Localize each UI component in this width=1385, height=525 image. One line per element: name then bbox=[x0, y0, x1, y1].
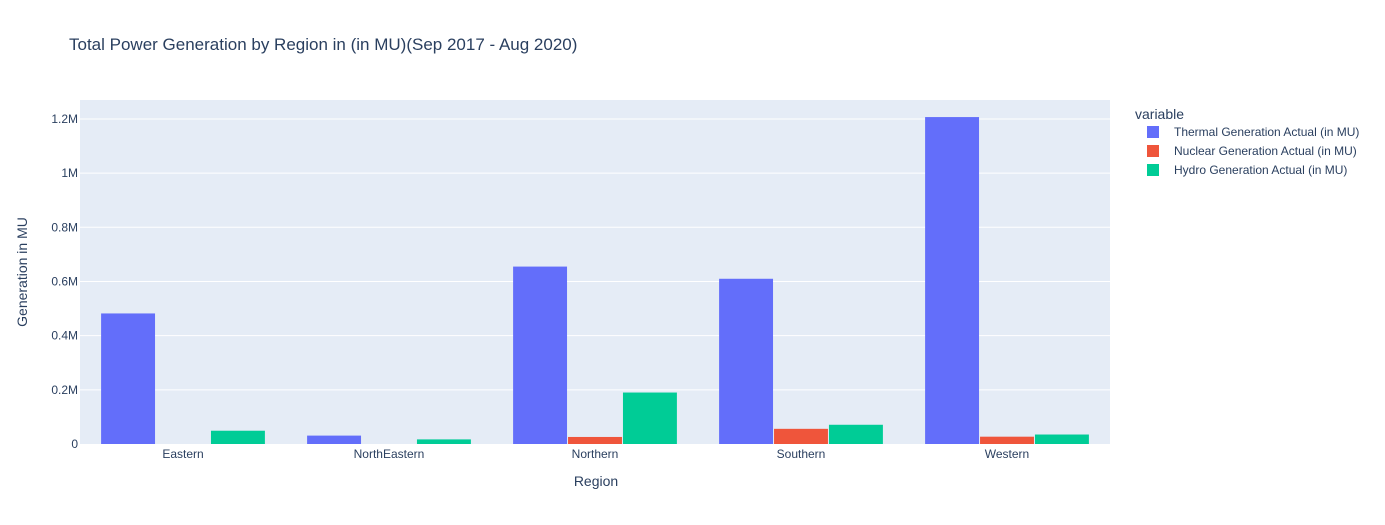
bar bbox=[774, 428, 828, 444]
legend-item-label: Hydro Generation Actual (in MU) bbox=[1174, 163, 1347, 177]
x-tick-label: NorthEastern bbox=[354, 447, 425, 461]
bar bbox=[1034, 434, 1089, 444]
x-tick-label: Southern bbox=[777, 447, 826, 461]
bar bbox=[101, 313, 156, 444]
bar bbox=[622, 392, 677, 444]
x-tick-label: Northern bbox=[572, 447, 619, 461]
y-tick-label: 0 bbox=[71, 437, 78, 451]
legend-item-label: Nuclear Generation Actual (in MU) bbox=[1174, 144, 1357, 158]
bar bbox=[925, 117, 980, 444]
y-axis-title: Generation in MU bbox=[14, 217, 30, 327]
bar bbox=[980, 436, 1034, 444]
bar bbox=[719, 278, 774, 444]
legend-swatch bbox=[1147, 164, 1159, 176]
y-tick-label: 1M bbox=[61, 166, 78, 180]
x-axis-ticks: Eastern NorthEastern Northern Southern Weste… bbox=[162, 447, 1029, 461]
y-tick-label: 1.2M bbox=[51, 112, 78, 126]
y-tick-label: 0.8M bbox=[51, 220, 78, 234]
legend-item-label: Thermal Generation Actual (in MU) bbox=[1174, 125, 1359, 139]
x-tick-label: Eastern bbox=[162, 447, 203, 461]
legend-swatch bbox=[1147, 126, 1159, 138]
legend-swatch bbox=[1147, 145, 1159, 157]
y-axis-ticks: 0 0.2M 0.4M 0.6M 0.8M 1M 1.2M bbox=[51, 112, 78, 451]
bar bbox=[307, 435, 362, 444]
bar bbox=[416, 439, 471, 444]
chart-title: Total Power Generation by Region in (in … bbox=[69, 35, 577, 54]
bar bbox=[828, 424, 883, 444]
bar bbox=[513, 266, 568, 444]
bars bbox=[101, 117, 1089, 444]
legend: variable Thermal Generation Actual (in M… bbox=[1135, 106, 1359, 177]
bar bbox=[210, 430, 265, 444]
y-tick-label: 0.2M bbox=[51, 383, 78, 397]
x-tick-label: Western bbox=[985, 447, 1029, 461]
y-tick-label: 0.4M bbox=[51, 329, 78, 343]
x-axis-title: Region bbox=[574, 473, 618, 489]
bar bbox=[568, 436, 622, 444]
y-tick-label: 0.6M bbox=[51, 274, 78, 288]
legend-title: variable bbox=[1135, 106, 1184, 122]
